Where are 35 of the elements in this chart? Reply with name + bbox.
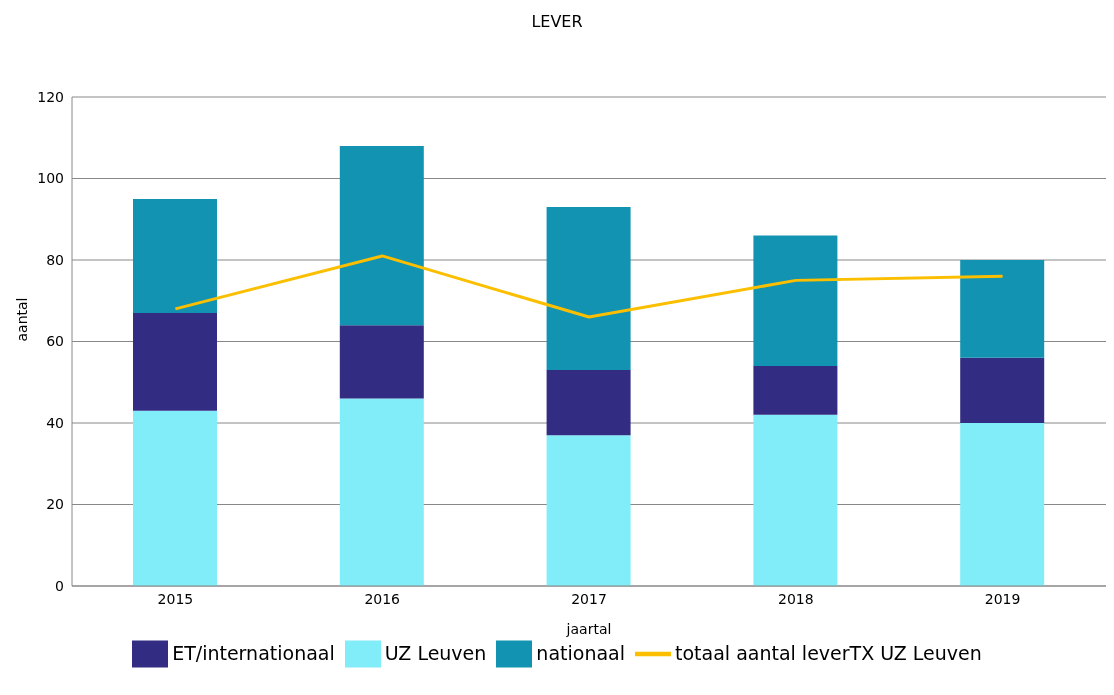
legend-label: totaal aantal leverTX UZ Leuven — [675, 641, 982, 664]
x-tick-label: 2015 — [157, 590, 194, 607]
x-axis-title: jaartal — [565, 621, 612, 637]
x-tick-label: 2017 — [571, 590, 607, 607]
bar — [339, 398, 424, 586]
bar — [546, 370, 631, 436]
bar — [753, 235, 838, 366]
bar — [133, 410, 217, 586]
chart-title: LEVER — [530, 11, 584, 33]
legend-label: UZ Leuven — [384, 641, 487, 664]
y-tick-label: 20 — [46, 496, 64, 513]
legend-label: ET/internationaal — [172, 641, 335, 664]
y-tick-label: 40 — [46, 414, 64, 431]
x-tick-label: 2016 — [364, 590, 401, 607]
legend-label: nationaal — [536, 641, 625, 664]
bar — [960, 423, 1045, 586]
bar — [753, 414, 838, 586]
bar — [960, 260, 1045, 358]
line-series — [173, 254, 1005, 319]
bar — [753, 365, 838, 415]
bar — [133, 312, 217, 411]
y-tick-label: 0 — [55, 577, 64, 594]
x-tick-label: 2018 — [777, 590, 814, 607]
bar — [546, 207, 631, 371]
bar — [546, 435, 631, 586]
bar — [960, 357, 1045, 423]
bar — [339, 145, 424, 326]
bar — [339, 325, 424, 399]
bar — [133, 198, 217, 313]
y-tick-label: 120 — [37, 88, 64, 105]
x-tick-label: 2019 — [984, 590, 1021, 607]
y-tick-label: 80 — [46, 251, 64, 268]
y-axis-title: aantal — [13, 297, 30, 342]
y-tick-label: 60 — [46, 333, 64, 350]
y-tick-label: 100 — [37, 170, 64, 187]
